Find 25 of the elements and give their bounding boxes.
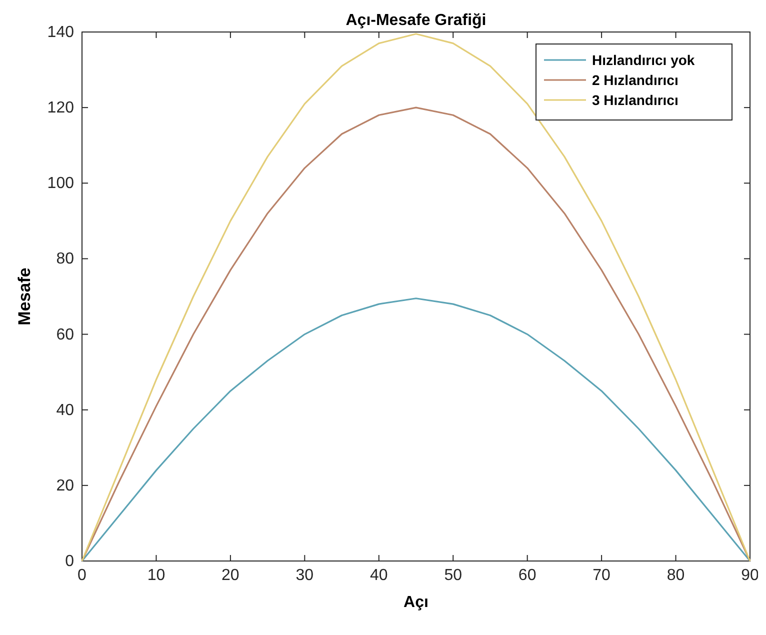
- y-tick-label: 100: [47, 175, 74, 192]
- y-tick-label: 0: [65, 553, 74, 570]
- legend-label: Hızlandırıcı yok: [592, 52, 695, 68]
- x-tick-label: 30: [296, 567, 314, 584]
- x-tick-label: 70: [592, 567, 611, 584]
- y-tick-label: 60: [56, 326, 74, 344]
- line-series: [81, 298, 751, 562]
- y-axis-title: Mesafe: [15, 268, 34, 326]
- legend-label: 3 Hızlandırıcı: [592, 92, 678, 108]
- y-tick-label: 120: [47, 100, 74, 117]
- y-tick-label: 140: [47, 24, 74, 41]
- x-tick-label: 60: [518, 567, 536, 584]
- x-axis-title: Açı: [404, 594, 428, 611]
- legend-label: 2 Hızlandırıcı: [592, 72, 678, 88]
- x-tick-label: 80: [666, 567, 685, 584]
- y-tick-label: 40: [56, 402, 74, 419]
- x-tick-label: 10: [147, 567, 166, 584]
- x-tick-label: 20: [222, 567, 240, 584]
- x-tick-label: 0: [78, 567, 87, 584]
- x-tick-label: 50: [444, 567, 462, 584]
- x-tick-label: 40: [370, 567, 388, 584]
- y-tick-label: 20: [56, 477, 74, 494]
- chart-title: Açı-Mesafe Grafiği: [346, 12, 486, 29]
- x-tick-label: 90: [741, 567, 759, 584]
- y-tick-label: 80: [56, 250, 74, 268]
